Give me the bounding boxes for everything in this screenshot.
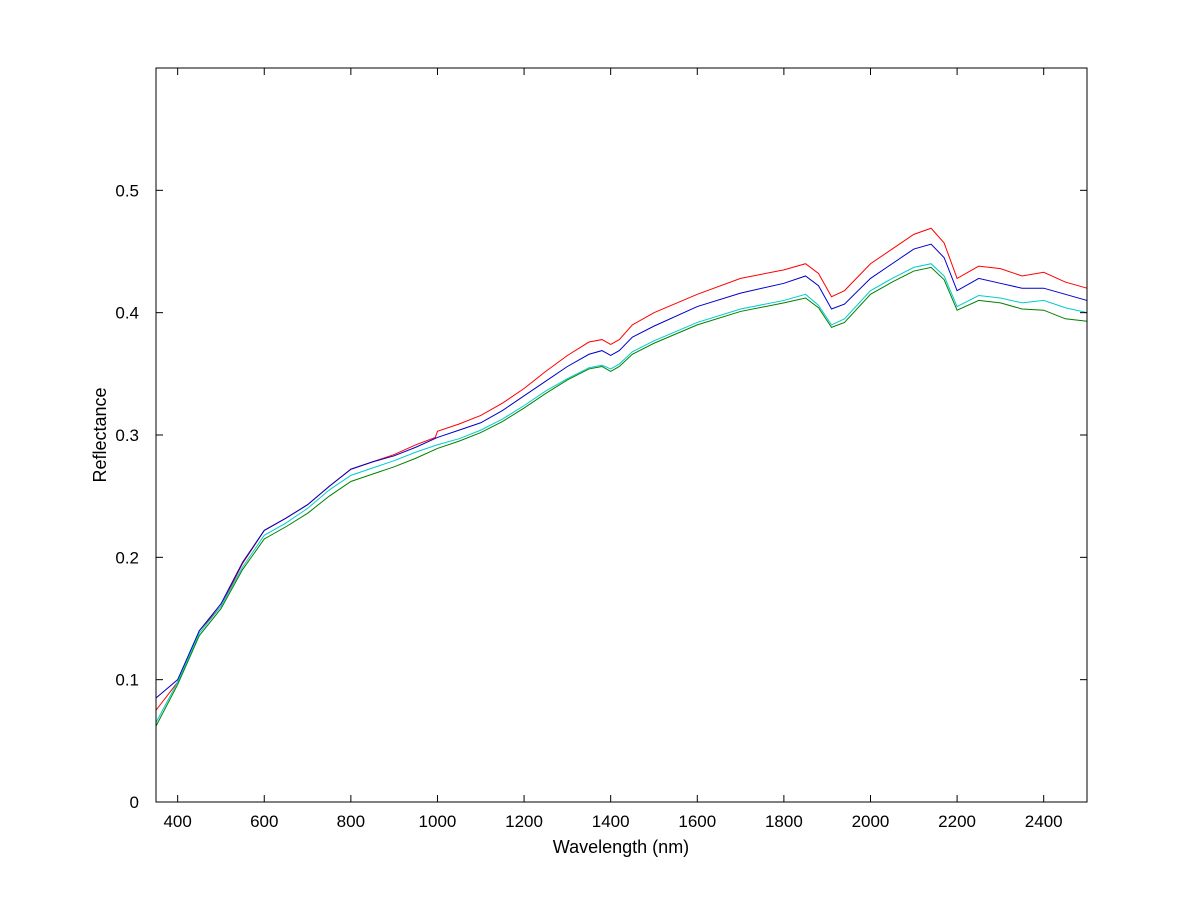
series-layer: [155, 227, 1088, 727]
x-tick-label: 800: [337, 812, 365, 831]
x-axis: 400 600 800 1000 1200 1400 1600 1800 2000 2200 240…: [163, 68, 1063, 831]
x-tick-label: 600: [250, 812, 278, 831]
y-tick-label: 0.5: [115, 181, 139, 200]
x-axis-label: Wavelength (nm): [553, 837, 689, 857]
x-tick-label: 1600: [678, 812, 716, 831]
y-tick-label: 0.1: [115, 671, 139, 690]
y-tick-label: 0: [130, 793, 139, 812]
x-tick-label: 1200: [505, 812, 543, 831]
y-tick-label: 0.3: [115, 426, 139, 445]
x-tick-label: 1000: [419, 812, 457, 831]
series-line-3: [155, 263, 1088, 723]
x-tick-label: 400: [163, 812, 191, 831]
x-tick-label: 2000: [852, 812, 890, 831]
series-line-2: [155, 243, 1088, 699]
x-tick-label: 2200: [938, 812, 976, 831]
y-tick-label: 0.2: [115, 548, 139, 567]
series-line-4: [155, 266, 1088, 727]
y-axis: 0 0.1 0.2 0.3 0.4 0.5: [115, 181, 1087, 812]
y-tick-label: 0.4: [115, 304, 139, 323]
x-tick-label: 1800: [765, 812, 803, 831]
x-tick-label: 1400: [592, 812, 630, 831]
y-axis-label: Reflectance: [90, 387, 110, 482]
x-tick-label: 2400: [1025, 812, 1063, 831]
